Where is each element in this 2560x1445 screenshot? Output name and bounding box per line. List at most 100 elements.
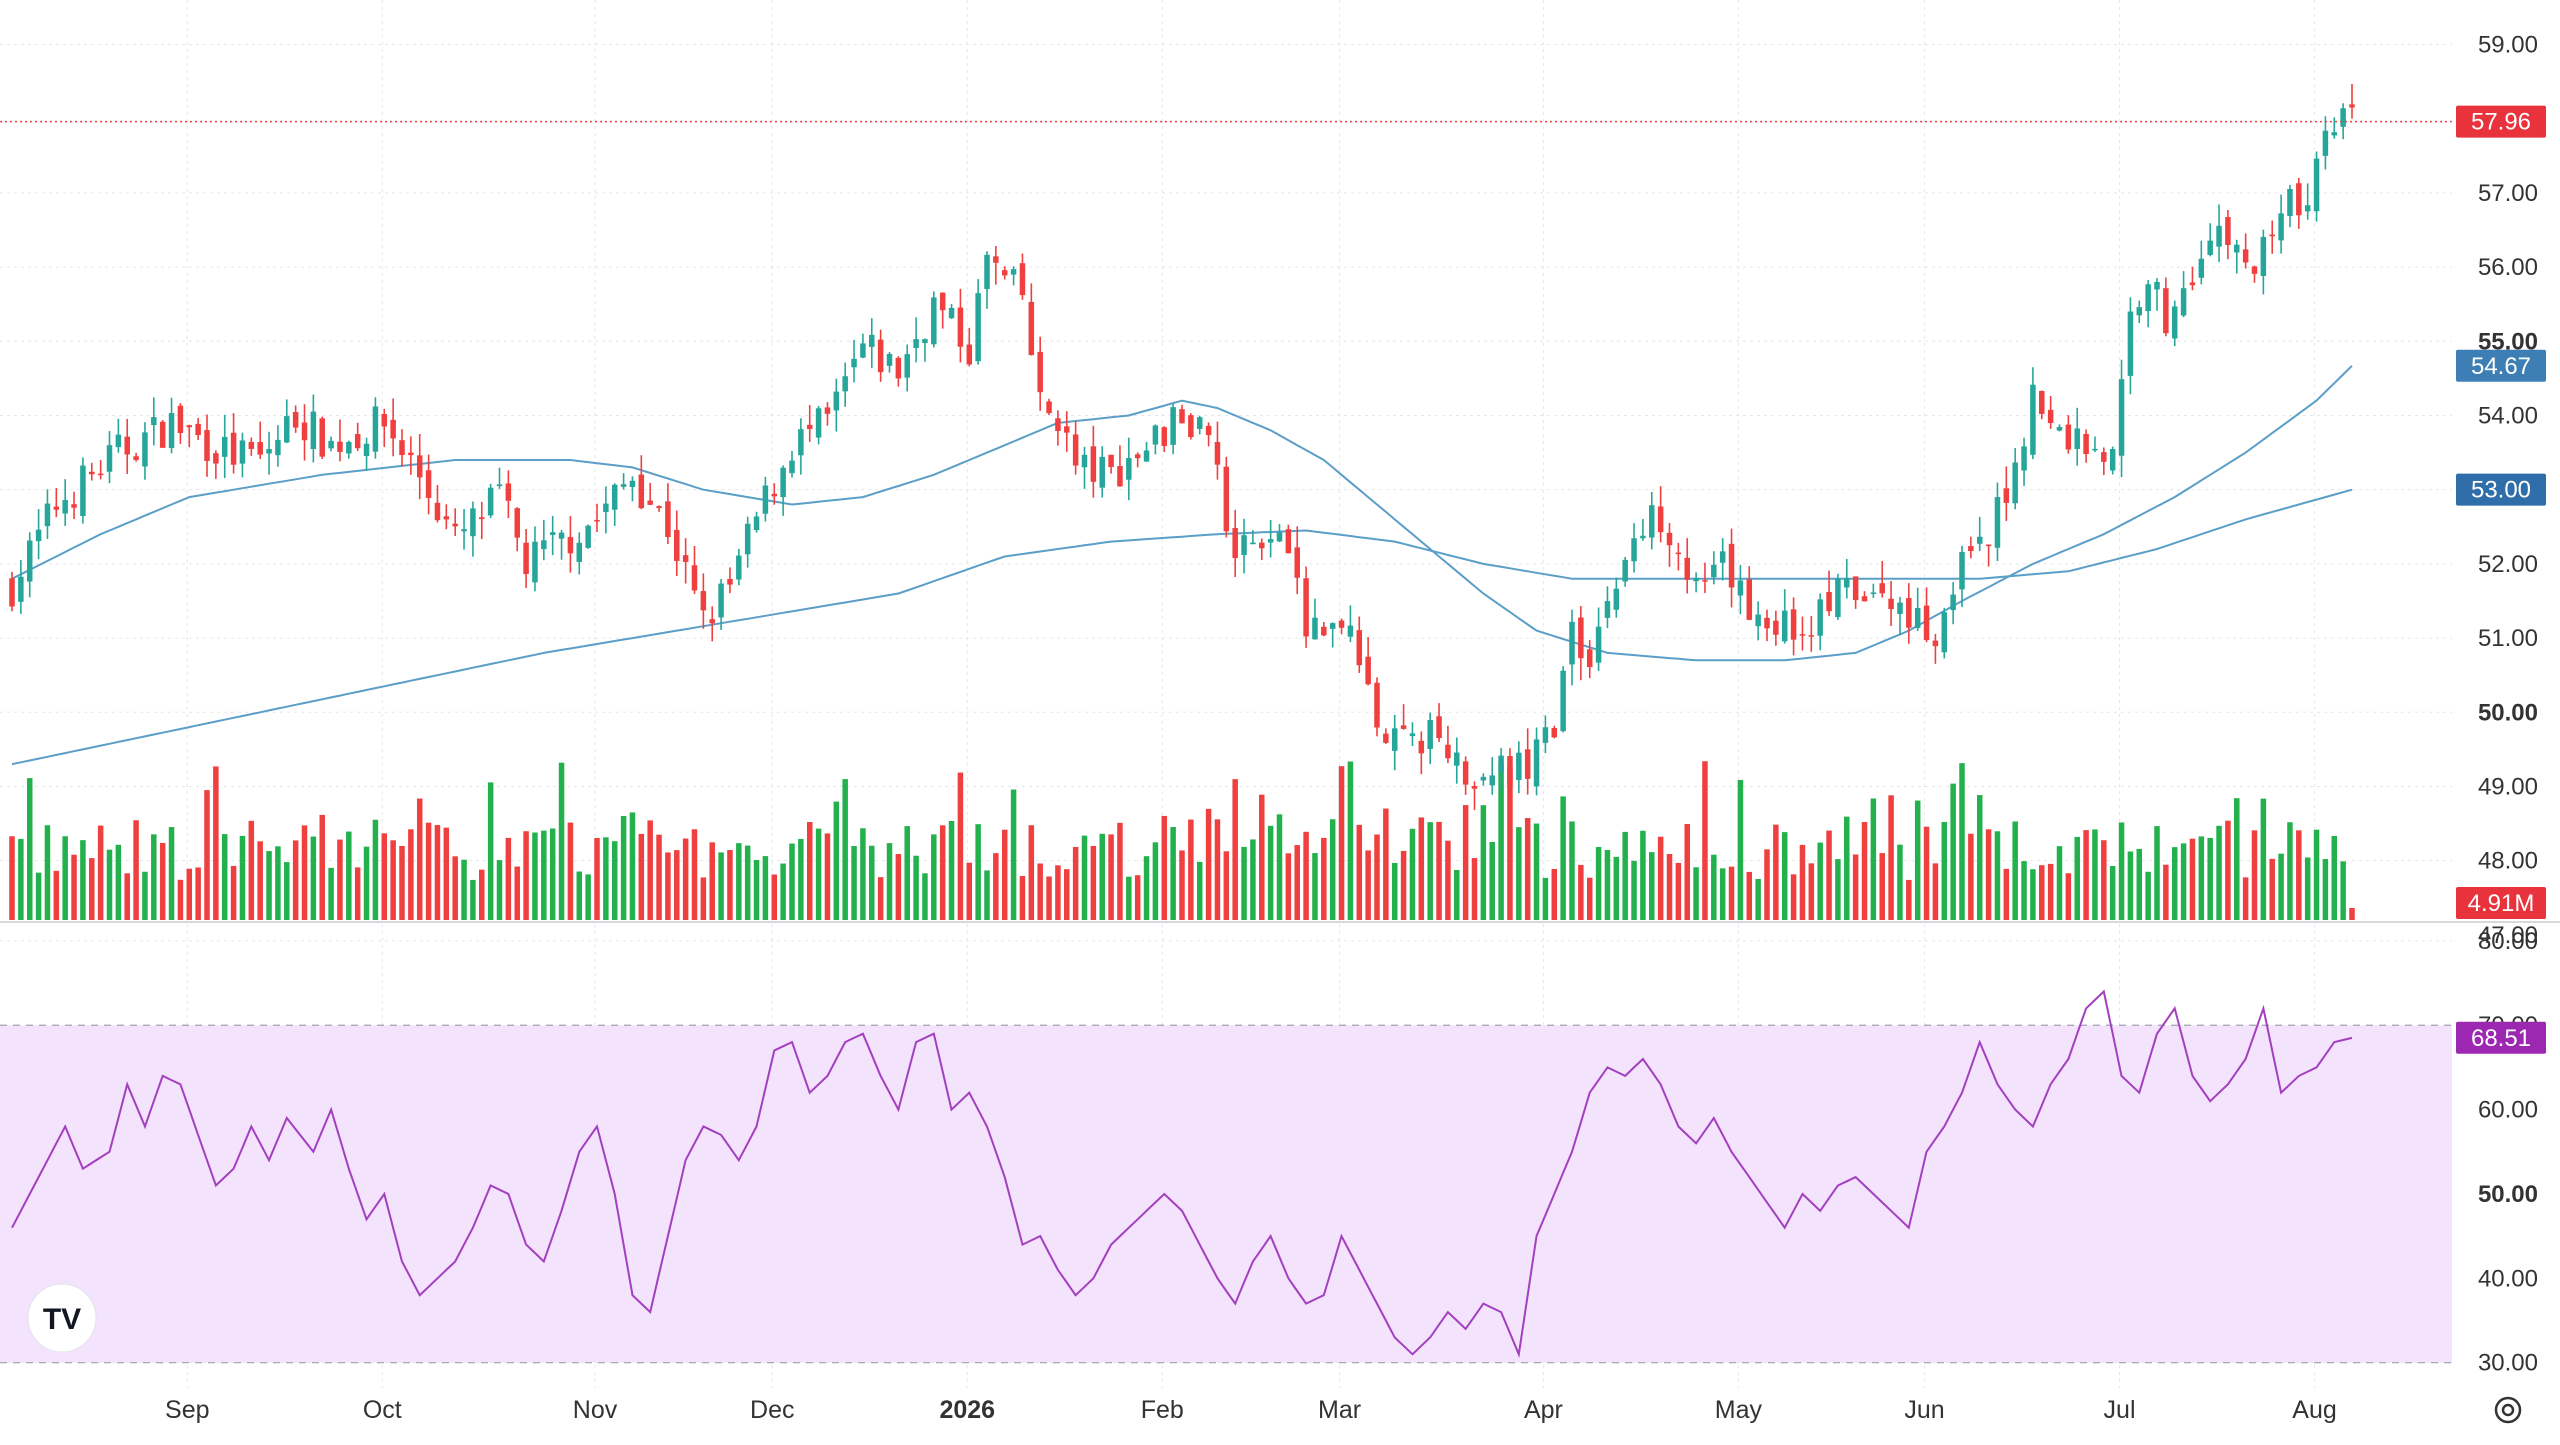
volume-bar [487,782,494,920]
volume-bar [346,831,352,920]
volume-bar [833,801,840,920]
price-tick-label: 49.00 [2478,773,2538,800]
candle-body [939,292,946,311]
rsi-tick-label: 30.00 [2478,1350,2538,1377]
volume-bar [1533,823,1540,920]
candle-body [1205,425,1212,436]
candle-body [1001,270,1008,276]
rsi-axis[interactable]: 80.00 60.00 50.00 40.00 30.00 [2478,928,2538,1377]
candle-body [363,443,370,457]
volume-bar [177,879,184,920]
volume-bar [257,841,263,920]
candle-body [310,411,317,450]
volume-bar [1445,840,1451,920]
tradingview-logo-icon: TV [43,1303,81,1336]
candle-body [1968,546,1974,552]
candle-body [709,619,715,624]
candle-body [1844,578,1850,588]
volume-badge: 47.00 4.91M [2456,887,2546,949]
volume-bar [1312,853,1318,920]
candle-body [1072,434,1079,466]
volume-bar [2136,848,2143,920]
candle-body [2074,428,2080,449]
candle-body [2269,234,2275,237]
volume-bar [1365,850,1371,920]
candle-body [1533,739,1540,787]
candle-body [1578,617,1584,659]
candle-body [1755,614,1761,627]
candle-body [1994,497,2001,548]
time-tick-label: Aug [2292,1396,2336,1424]
candle-body [1914,608,1921,628]
candle-body [1383,733,1389,743]
volume-bar [2198,836,2205,920]
candle-body [2021,446,2027,471]
volume-bar [1808,863,1815,920]
candle-body [1126,458,1132,480]
volume-bar [452,856,458,920]
candle-body [1267,539,1274,543]
volume-bar [461,859,467,920]
candle-body [532,541,538,583]
settings-gear-icon[interactable] [2494,1396,2522,1424]
candle-body [771,493,778,497]
volume-bar [159,842,166,920]
candle-body [576,542,583,563]
candle-body [2287,189,2293,216]
volume-bar [18,838,24,920]
candle-body [1489,775,1495,786]
candle-body [558,532,565,539]
volume-bar [1702,761,1708,920]
candle-body [523,542,529,575]
candle-body [647,500,653,505]
candle-body [230,432,237,465]
candle-body [2136,307,2143,316]
candle-body [567,537,574,554]
rsi-tick-label: 50.00 [2478,1181,2538,1208]
candle-body [1223,466,1230,532]
volume-bar [1666,853,1673,920]
candle-body [1400,725,1407,729]
volume-bar [1560,796,1566,920]
volume-bar [1542,877,1549,920]
last-price-label: 57.96 [2471,109,2531,136]
volume-bar [2296,830,2302,920]
candle-body [1799,634,1806,636]
time-axis[interactable]: Sep Oct Nov Dec 2026 Feb Mar Apr May Jun Jul Aug [165,1396,2337,1424]
candle-body [700,591,707,611]
candle-body [1471,786,1478,789]
volume-bar [1214,819,1221,920]
volume-bar [1586,877,1593,920]
candle-body [2313,158,2320,212]
tradingview-logo[interactable]: TV [27,1283,97,1353]
volume-bar [1391,862,1398,920]
candle-body [2304,205,2311,212]
volume-bar [2269,858,2275,920]
candle-body [2012,462,2018,504]
candle-body [1214,441,1221,465]
candle-body [168,413,175,449]
time-tick-label: 2026 [939,1396,995,1424]
candle-body [1959,552,1965,590]
volume-bar [1631,860,1637,920]
volume-bar [2322,859,2329,920]
volume-bar [1072,846,1079,920]
volume-bar [266,851,272,920]
candle-body [1046,401,1052,414]
volume-bar [611,841,618,920]
candle-body [2340,108,2346,127]
candle-body [1462,761,1469,785]
candle-body [1826,591,1832,612]
candle-body [1542,727,1549,743]
volume-bar [381,833,388,920]
volume-bar [1595,847,1602,920]
candle-body [1888,598,1894,610]
price-axis[interactable]: 59.0057.0056.0055.0054.0053.0052.0051.00… [2478,32,2538,875]
candle-body [2207,240,2213,255]
candle-body [1259,542,1265,549]
candle-body [1179,409,1185,424]
candle-body [1906,597,1912,628]
candle-body [691,565,698,591]
